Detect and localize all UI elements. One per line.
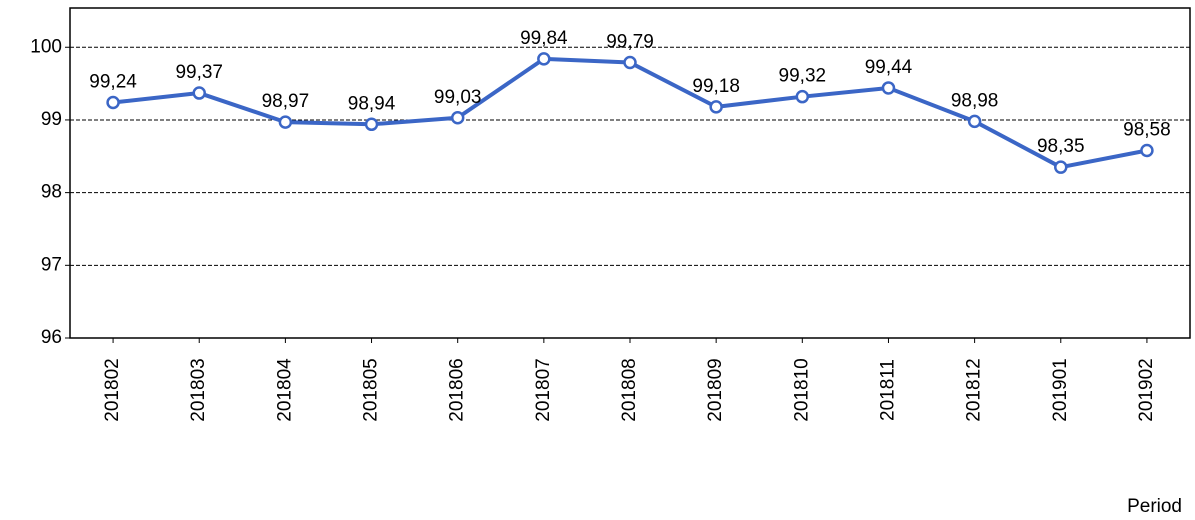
x-tick-label: 201802 <box>102 358 123 421</box>
x-tick-label: 201803 <box>188 358 209 421</box>
y-tick-label: 100 <box>30 36 62 57</box>
marker <box>967 114 982 129</box>
data-label: 98,94 <box>348 93 396 114</box>
marker <box>881 81 896 95</box>
x-tick-label: 201902 <box>1136 358 1157 421</box>
data-label: 99,37 <box>175 62 223 83</box>
marker <box>623 55 637 70</box>
x-tick-label: 201807 <box>533 358 554 421</box>
marker <box>795 89 810 104</box>
y-tick-label: 97 <box>41 254 62 275</box>
marker <box>709 100 723 114</box>
line <box>112 56 1148 170</box>
marker <box>1140 143 1154 158</box>
marker <box>278 115 293 129</box>
marker <box>192 86 206 100</box>
data-label: 98,35 <box>1037 136 1085 157</box>
y-tick-label: 99 <box>41 109 62 130</box>
x-tick-label: 201804 <box>274 358 295 422</box>
x-tick-label: 201809 <box>705 358 726 421</box>
x-axis-label: Period <box>1127 496 1182 517</box>
x-tick-label: 201812 <box>964 358 985 421</box>
marker <box>1054 160 1068 174</box>
marker <box>364 117 379 132</box>
data-label: 99,24 <box>89 72 137 93</box>
data-label: 99,84 <box>520 28 568 49</box>
data-label: 99,03 <box>434 87 482 108</box>
data-label: 99,18 <box>692 76 740 97</box>
marker <box>537 52 551 66</box>
x-tick-label: 201805 <box>361 358 382 421</box>
x-tick-label: 201808 <box>619 358 640 421</box>
x-tick-label: 201810 <box>791 358 812 421</box>
marker <box>106 95 120 110</box>
data-label: 98,58 <box>1123 119 1171 140</box>
y-tick-label: 98 <box>41 182 62 203</box>
x-tick-label: 201901 <box>1050 358 1071 421</box>
marker <box>450 111 465 125</box>
data-label: 98,97 <box>262 91 310 112</box>
data-label: 99,79 <box>606 32 654 53</box>
x-tick-label: 201811 <box>877 359 898 421</box>
y-tick-label: 96 <box>41 327 62 348</box>
data-label: 99,32 <box>779 66 827 87</box>
data-label: 99,44 <box>865 57 913 78</box>
data-label: 98,98 <box>951 90 999 111</box>
x-tick-label: 201806 <box>447 358 468 421</box>
